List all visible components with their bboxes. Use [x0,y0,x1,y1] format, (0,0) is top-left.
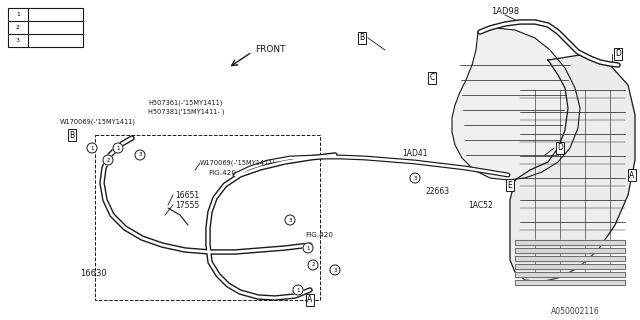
Bar [515,264,625,269]
Text: 1AC52: 1AC52 [468,201,493,210]
Text: H507381('15MY1411- ): H507381('15MY1411- ) [148,109,225,115]
Polygon shape [452,28,580,180]
Text: 1: 1 [16,12,20,17]
Circle shape [113,143,123,153]
Text: 16630: 16630 [80,268,107,277]
Text: 2: 2 [16,25,20,30]
Text: 1: 1 [307,245,310,251]
Circle shape [103,155,113,165]
Text: 2: 2 [311,262,315,268]
Circle shape [308,260,318,270]
Bar [515,280,625,285]
Text: A: A [307,295,312,305]
Text: 1: 1 [90,146,93,150]
Bar [515,256,625,261]
Text: W170069(-'15MY1411): W170069(-'15MY1411) [200,160,276,166]
Text: 1: 1 [116,146,120,150]
Text: 3: 3 [16,38,20,43]
Bar [515,240,625,245]
Bar [95,135,320,300]
Text: D: D [615,50,621,59]
Text: F91305: F91305 [31,10,60,19]
Text: 0951S: 0951S [31,23,55,32]
Bar [515,248,625,253]
Text: 3: 3 [333,268,337,273]
Text: H507361(-'15MY1411): H507361(-'15MY1411) [148,100,222,106]
Text: FIG.420: FIG.420 [305,232,333,238]
Circle shape [13,23,22,32]
Text: 16651: 16651 [175,190,199,199]
Bar [8,8,83,47]
Text: 3: 3 [288,218,292,222]
Text: FRONT: FRONT [255,45,285,54]
Text: B: B [69,131,75,140]
Text: W170069(-'15MY1411): W170069(-'15MY1411) [60,119,136,125]
Bar [515,264,625,269]
Text: C: C [429,74,435,83]
Text: A050002116: A050002116 [550,308,600,316]
Bar [515,272,625,277]
Circle shape [303,243,313,253]
Bar [515,256,625,261]
Text: J20601: J20601 [31,36,58,45]
Text: 3: 3 [138,153,141,157]
Text: FIG.420: FIG.420 [208,170,236,176]
Circle shape [87,143,97,153]
Circle shape [410,173,420,183]
Text: 1AD98: 1AD98 [491,7,519,17]
Circle shape [135,150,145,160]
Text: E: E [508,180,513,189]
Text: B: B [360,34,365,43]
Bar [515,248,625,253]
Polygon shape [510,55,635,282]
Text: 17555: 17555 [175,201,199,210]
Text: 22663: 22663 [425,188,449,196]
Text: A: A [629,171,635,180]
Bar [515,240,625,245]
Text: 1: 1 [296,287,300,292]
Circle shape [285,215,295,225]
Circle shape [13,36,22,45]
Bar [515,272,625,277]
Text: D: D [557,143,563,153]
Circle shape [13,10,22,19]
Text: 3: 3 [413,175,417,180]
Circle shape [293,285,303,295]
Circle shape [330,265,340,275]
Bar [515,280,625,285]
Text: 1AD41: 1AD41 [403,148,428,157]
Text: 2: 2 [106,157,109,163]
